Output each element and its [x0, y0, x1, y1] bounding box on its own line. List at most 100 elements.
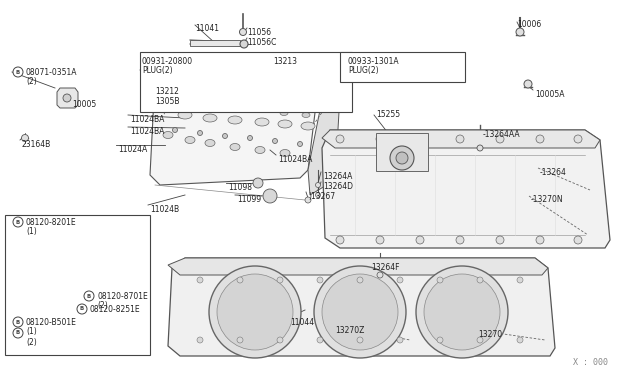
Circle shape — [202, 92, 208, 98]
Circle shape — [477, 277, 483, 283]
Circle shape — [536, 236, 544, 244]
Text: 13270Z: 13270Z — [335, 326, 364, 335]
Circle shape — [456, 236, 464, 244]
Bar — [5, 215, 150, 355]
Text: 11024BA: 11024BA — [130, 115, 164, 124]
Circle shape — [209, 77, 215, 83]
Text: B: B — [16, 219, 20, 224]
Circle shape — [289, 77, 295, 83]
Text: (1): (1) — [26, 227, 36, 236]
Circle shape — [317, 277, 323, 283]
Circle shape — [574, 135, 582, 143]
Circle shape — [14, 284, 22, 292]
Circle shape — [424, 274, 500, 350]
Text: 10005A: 10005A — [535, 90, 564, 99]
Ellipse shape — [163, 131, 173, 138]
Text: B: B — [80, 307, 84, 311]
Circle shape — [14, 248, 22, 256]
Circle shape — [13, 67, 23, 77]
Text: (2): (2) — [26, 77, 36, 86]
Circle shape — [396, 152, 408, 164]
Polygon shape — [150, 72, 325, 185]
Polygon shape — [322, 130, 610, 248]
Circle shape — [63, 94, 71, 102]
Circle shape — [71, 263, 79, 271]
Text: 1305B: 1305B — [155, 97, 179, 106]
Circle shape — [305, 197, 311, 203]
Text: 00931-20800: 00931-20800 — [142, 57, 193, 66]
Circle shape — [189, 77, 195, 83]
Circle shape — [517, 337, 523, 343]
Text: (2): (2) — [97, 301, 108, 310]
Ellipse shape — [280, 110, 288, 115]
Circle shape — [77, 304, 87, 314]
Circle shape — [376, 236, 384, 244]
Text: 10006: 10006 — [517, 20, 541, 29]
Text: 11024A: 11024A — [118, 145, 147, 154]
Circle shape — [524, 80, 532, 88]
Bar — [340, 52, 465, 82]
Circle shape — [91, 265, 99, 273]
Bar — [190, 40, 240, 46]
Circle shape — [202, 102, 208, 108]
Circle shape — [316, 183, 321, 187]
Polygon shape — [322, 130, 600, 148]
Text: X : 000: X : 000 — [573, 358, 608, 367]
Circle shape — [437, 337, 443, 343]
Circle shape — [22, 135, 29, 141]
Circle shape — [316, 192, 321, 198]
Circle shape — [277, 277, 283, 283]
Circle shape — [376, 135, 384, 143]
Text: B: B — [16, 330, 20, 336]
Polygon shape — [155, 72, 325, 88]
Text: 23164B: 23164B — [22, 140, 51, 149]
Circle shape — [357, 277, 363, 283]
Circle shape — [390, 146, 414, 170]
Text: 11056: 11056 — [247, 28, 271, 37]
Text: B: B — [16, 320, 20, 324]
Ellipse shape — [180, 99, 188, 105]
Circle shape — [496, 236, 504, 244]
Ellipse shape — [301, 122, 315, 130]
Circle shape — [173, 128, 177, 132]
Bar — [376, 133, 428, 171]
Circle shape — [516, 28, 524, 36]
Circle shape — [237, 337, 243, 343]
Text: )13267: )13267 — [308, 192, 335, 201]
Circle shape — [277, 337, 283, 343]
Text: 11044: 11044 — [290, 318, 314, 327]
Text: 11024B: 11024B — [150, 205, 179, 214]
Circle shape — [336, 135, 344, 143]
Text: 13264A: 13264A — [323, 172, 353, 181]
Circle shape — [248, 135, 253, 141]
Text: 08071-0351A: 08071-0351A — [26, 68, 77, 77]
Text: (2): (2) — [26, 338, 36, 347]
Text: 08120-B501E: 08120-B501E — [26, 318, 77, 327]
Circle shape — [322, 274, 398, 350]
Circle shape — [197, 337, 203, 343]
Text: 11024BA: 11024BA — [130, 127, 164, 136]
Text: 08120-8701E: 08120-8701E — [97, 292, 148, 301]
Circle shape — [51, 261, 59, 269]
Ellipse shape — [255, 118, 269, 126]
Text: PLUG(2): PLUG(2) — [142, 66, 173, 75]
Circle shape — [397, 277, 403, 283]
Text: B: B — [87, 294, 91, 298]
Circle shape — [314, 266, 406, 358]
Ellipse shape — [255, 108, 263, 112]
Circle shape — [456, 135, 464, 143]
Ellipse shape — [228, 116, 242, 124]
Circle shape — [377, 272, 383, 278]
Circle shape — [477, 145, 483, 151]
Circle shape — [336, 236, 344, 244]
Circle shape — [13, 317, 23, 327]
Text: 08120-8201E: 08120-8201E — [26, 218, 77, 227]
Circle shape — [240, 40, 248, 48]
Circle shape — [305, 77, 311, 83]
Text: B: B — [16, 70, 20, 74]
Circle shape — [263, 189, 277, 203]
Text: -13264AA: -13264AA — [483, 130, 520, 139]
Circle shape — [14, 304, 22, 312]
Text: 13270: 13270 — [478, 330, 502, 339]
Text: 10005: 10005 — [72, 100, 96, 109]
